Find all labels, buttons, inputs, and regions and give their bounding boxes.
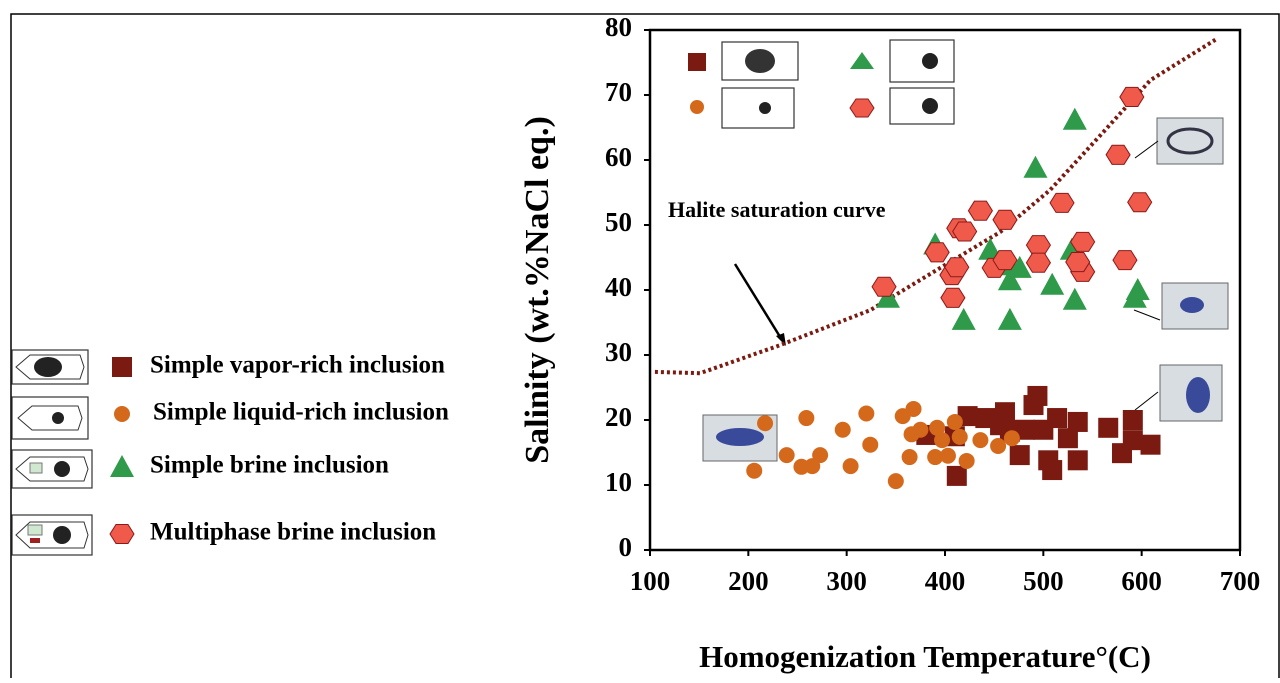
marker	[940, 287, 966, 308]
marker	[1023, 155, 1048, 178]
legend-label: Multiphase brine inclusion	[150, 519, 436, 546]
marker	[912, 421, 929, 438]
marker	[1009, 445, 1030, 466]
marker	[1003, 430, 1020, 447]
marker	[958, 452, 975, 469]
marker	[990, 415, 1011, 436]
legend-label: Simple brine inclusion	[150, 452, 389, 479]
y-tick-label: 0	[619, 532, 633, 562]
legend-label: Simple liquid-rich inclusion	[153, 399, 449, 426]
marker	[858, 405, 875, 422]
y-tick-label: 20	[605, 402, 632, 432]
marker	[757, 415, 774, 432]
y-tick-label: 60	[605, 142, 632, 172]
marker	[924, 242, 950, 263]
y-tick-label: 70	[605, 77, 632, 107]
marker	[1122, 430, 1143, 451]
marker	[1125, 278, 1150, 300]
x-axis-title: Homogenization Temperature°(C)	[699, 639, 1151, 674]
marker	[905, 400, 922, 417]
inner-legend-icons	[688, 39, 955, 129]
legend-label: Simple vapor-rich inclusion	[150, 352, 445, 379]
marker	[804, 458, 821, 475]
y-tick-label: 80	[605, 12, 632, 42]
marker	[951, 428, 968, 445]
legend-marker	[112, 357, 132, 377]
marker	[992, 250, 1018, 271]
marker	[1014, 419, 1035, 440]
marker	[939, 447, 956, 464]
marker	[862, 436, 879, 453]
marker	[997, 268, 1022, 291]
legend-marker	[114, 406, 130, 422]
marker	[812, 447, 829, 464]
y-axis-title: Salinity (wt.%NaCl eq.)	[519, 116, 556, 464]
y-tick-label: 10	[605, 467, 632, 497]
marker	[842, 458, 859, 475]
marker	[798, 410, 815, 427]
x-tick-label: 200	[728, 566, 769, 596]
marker	[887, 473, 904, 490]
marker	[1049, 192, 1075, 213]
marker	[834, 421, 851, 438]
y-tick-label: 40	[605, 272, 632, 302]
marker	[951, 307, 976, 330]
marker	[1042, 460, 1063, 481]
marker	[746, 462, 763, 479]
marker	[952, 221, 978, 242]
marker	[1070, 231, 1096, 252]
marker	[1140, 434, 1161, 455]
marker	[778, 447, 795, 464]
inclusion-photos	[702, 117, 1229, 462]
y-tick-label: 50	[605, 207, 632, 237]
x-tick-label: 700	[1220, 566, 1261, 596]
marker	[1057, 428, 1078, 449]
marker	[1040, 272, 1065, 295]
marker	[944, 257, 970, 278]
x-tick-label: 500	[1023, 566, 1064, 596]
marker	[967, 200, 993, 221]
marker	[1025, 235, 1052, 256]
legend-marker	[110, 455, 134, 477]
marker	[927, 449, 944, 466]
marker	[1127, 192, 1153, 213]
marker	[972, 432, 989, 449]
marker	[1067, 450, 1088, 471]
marker	[1122, 410, 1143, 430]
marker	[1062, 107, 1087, 130]
marker	[934, 432, 951, 449]
marker	[946, 413, 963, 430]
x-tick-label: 100	[630, 566, 671, 596]
curve-label: Halite saturation curve	[668, 197, 886, 222]
marker	[1065, 252, 1091, 273]
marker	[1027, 385, 1048, 406]
legend-marker	[109, 523, 135, 545]
marker	[1025, 252, 1052, 273]
marker	[1098, 417, 1119, 438]
marker	[992, 209, 1018, 230]
marker	[875, 285, 900, 308]
marker	[1062, 287, 1087, 310]
marker	[1007, 255, 1032, 278]
marker	[929, 419, 946, 436]
marker	[1105, 144, 1131, 165]
marker	[901, 449, 918, 466]
marker	[946, 465, 967, 486]
marker	[1067, 411, 1088, 432]
marker	[871, 276, 897, 297]
x-tick-label: 300	[826, 566, 867, 596]
frame	[10, 13, 1280, 683]
x-tick-label: 400	[925, 566, 966, 596]
marker	[1119, 86, 1145, 107]
marker	[997, 307, 1022, 330]
x-tick-label: 600	[1121, 566, 1162, 596]
marker	[1047, 408, 1068, 429]
marker	[990, 438, 1007, 454]
y-tick-label: 30	[605, 337, 632, 367]
halite-curve	[654, 38, 1217, 376]
legend-icons	[11, 349, 93, 556]
marker	[1112, 250, 1138, 271]
